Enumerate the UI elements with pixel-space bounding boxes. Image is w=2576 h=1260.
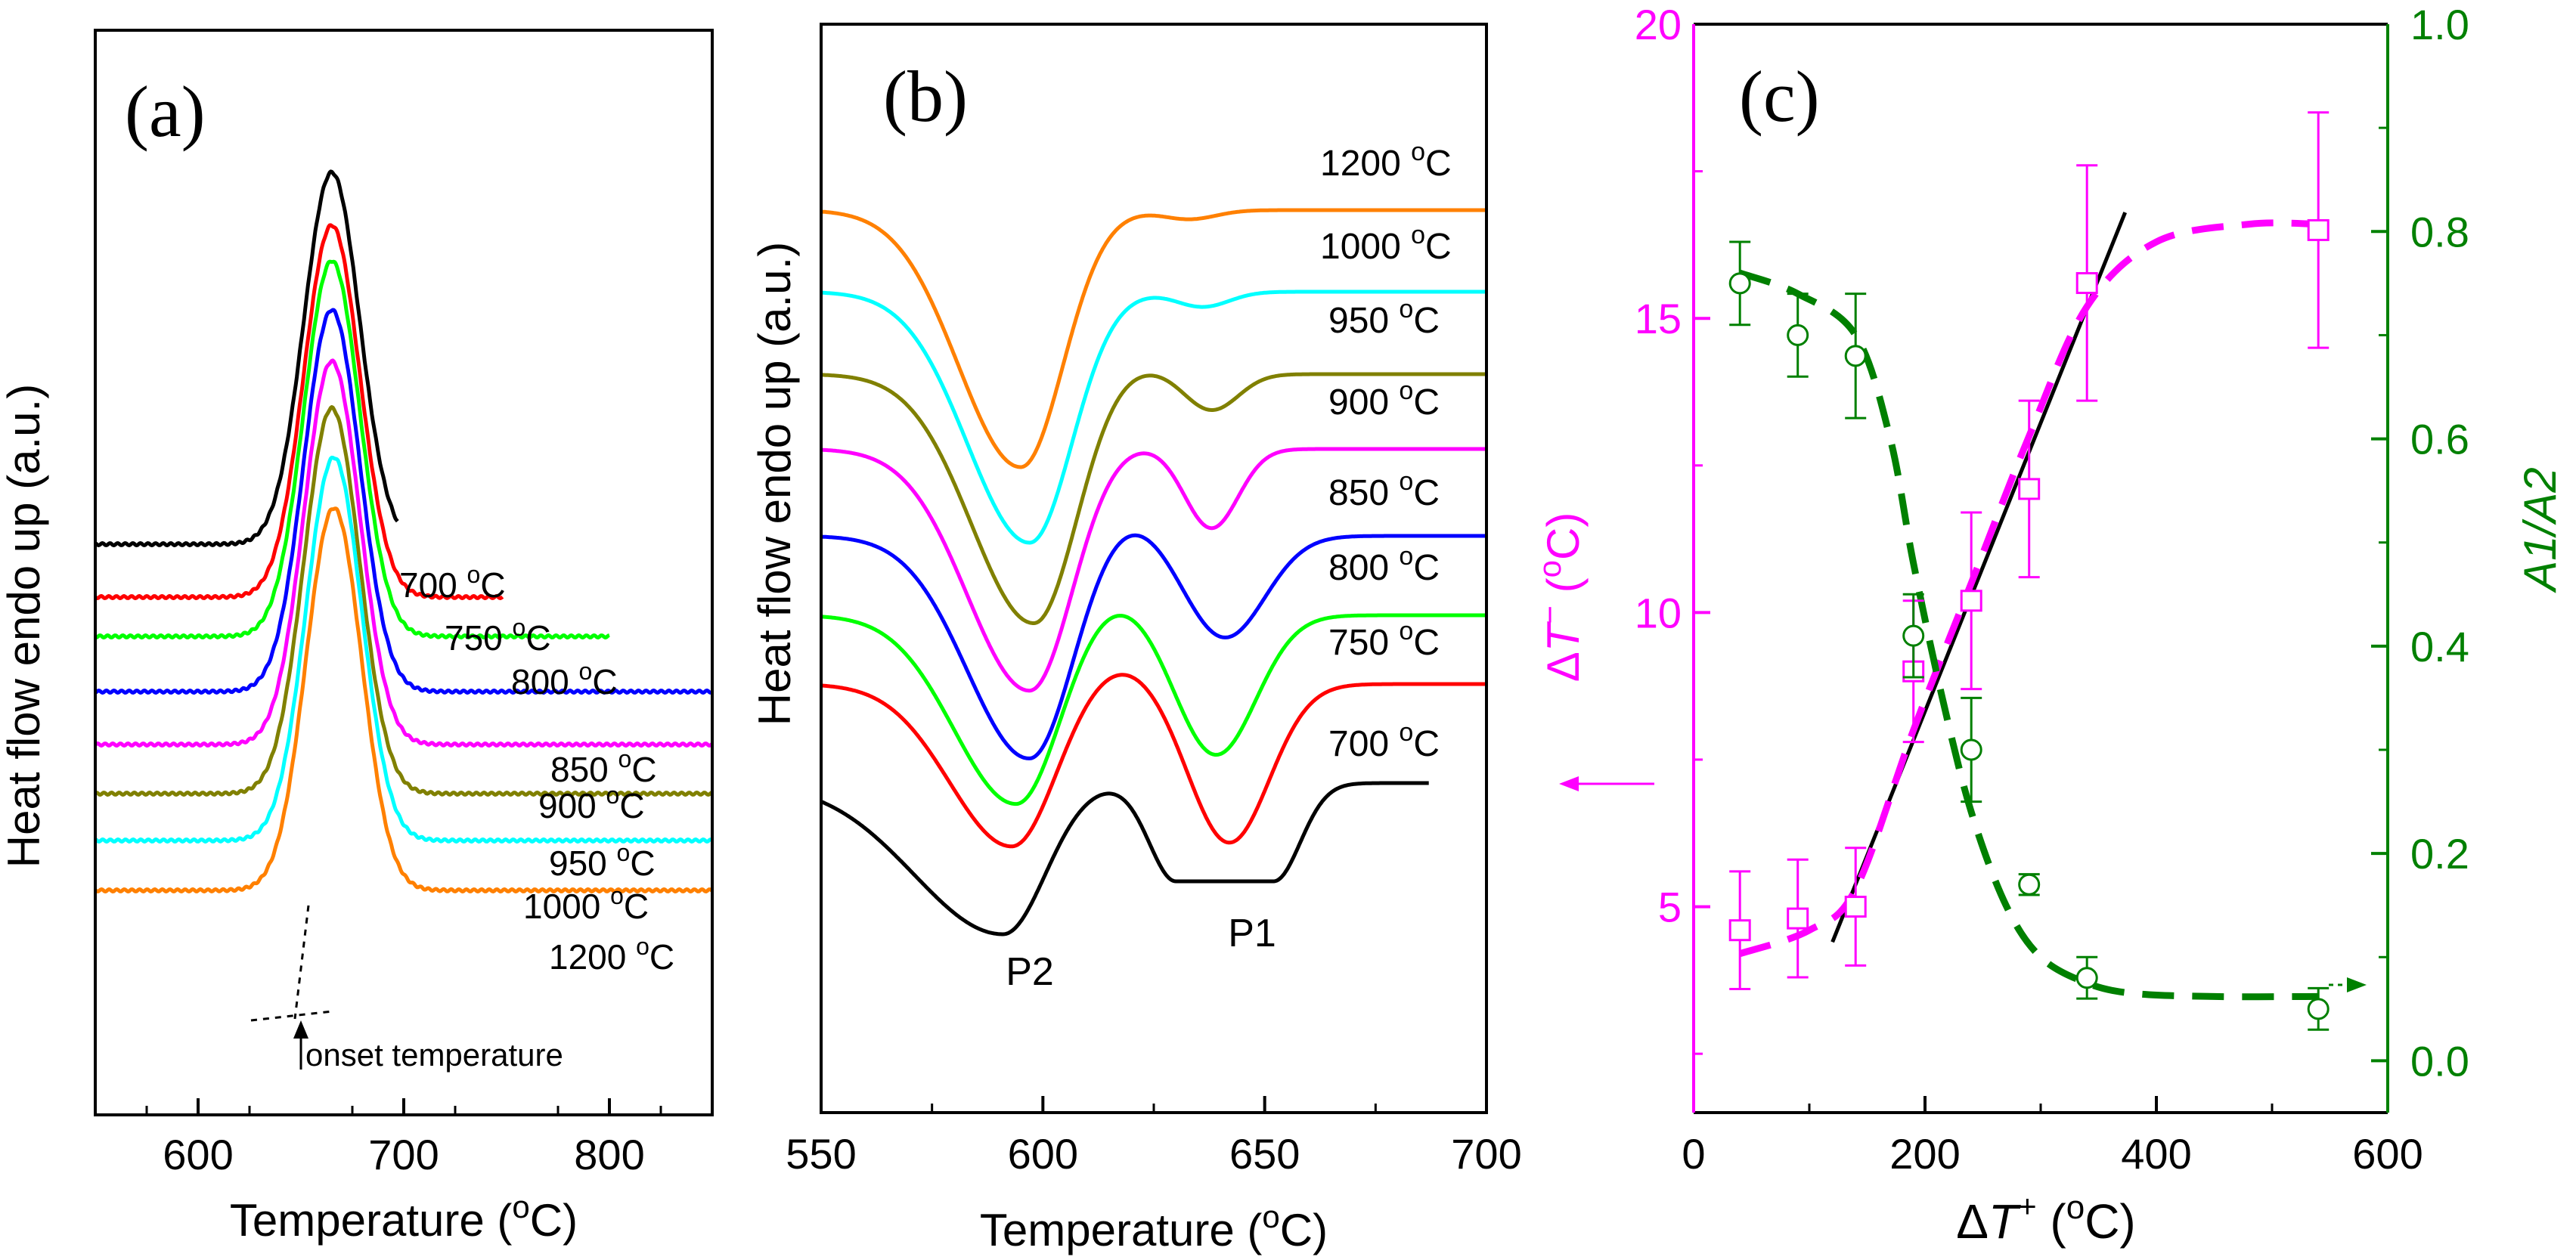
panel-a-xtick-label-0: 600 — [163, 1131, 233, 1178]
panel-b-curve-6 — [820, 613, 1487, 806]
panel-a-curve-label-4: 850 oC — [550, 745, 657, 789]
onset-annotation: onset temperature — [250, 905, 563, 1073]
panel-a-label: (a) — [125, 71, 206, 152]
axis-arrows — [1559, 776, 2367, 992]
panel-b: (b) Heat flow endo up (a.u.) 550 600 650 70… — [749, 23, 1522, 1255]
panel-b-curve-label-7: 750 oC — [1328, 617, 1440, 663]
panel-c-ytick-left-label-1: 10 — [1635, 589, 1682, 636]
panel-a-curve-8 — [94, 506, 714, 893]
panel-a-curve-1 — [94, 169, 399, 547]
panel-b-curves — [820, 208, 1487, 936]
panel-b-xtick-label-0: 550 — [786, 1130, 856, 1178]
onset-baseline-line — [250, 1010, 333, 1022]
panel-a-curve-label-2: 750 oC — [445, 614, 551, 658]
panel-c-a1a2-point-5 — [2018, 873, 2041, 896]
panel-b-curve-labels: 1200 oC 1000 oC 950 oC 900 oC 850 oC 800 oC 75… — [1320, 138, 1452, 764]
panel-c-a1a2-point-3 — [1902, 624, 1925, 647]
panel-b-curve-label-8: 700 oC — [1328, 718, 1440, 764]
panel-b-curve-1 — [820, 208, 1487, 469]
left-axis-arrow-head — [1559, 776, 1579, 791]
peak-label-p2: P2 — [1006, 950, 1054, 994]
panel-b-curve-4 — [820, 447, 1487, 693]
panel-c-ticks: 0 200 400 600 5 10 15 20 0.0 0.2 0.4 0.6 0.8 1.0 — [1635, 1, 2469, 1178]
panel-b-curve-3 — [820, 372, 1487, 625]
panel-c-ytick-right-label-5: 1.0 — [2410, 1, 2469, 48]
panel-a-curve-label-3: 800 oC — [511, 658, 618, 701]
panel-b-xtick-label-1: 600 — [1008, 1130, 1078, 1178]
panel-c-ytick-right-label-0: 0.0 — [2410, 1037, 2469, 1085]
panel-c-a1a2-point-2 — [1844, 345, 1867, 367]
panel-c-ytick-right-label-4: 0.8 — [2410, 208, 2469, 255]
panel-c-ylabel-right: A1/A2 — [2515, 467, 2565, 593]
panel-a-curve-5 — [94, 358, 714, 748]
panel-a-curve-label-8: 1200 oC — [549, 933, 674, 977]
panel-b-xtick-label-2: 650 — [1229, 1130, 1300, 1178]
panel-c-a1a2-point-0 — [1728, 272, 1751, 295]
panel-b-curve-label-2: 1000 oC — [1320, 221, 1452, 267]
panel-a-curve-label-7: 1000 oC — [523, 882, 649, 926]
panel-c-a1a2-point-7 — [2307, 998, 2330, 1020]
panel-a-curve-3 — [94, 259, 611, 639]
panel-c-ylabel-left: ΔT− (oC) — [1532, 512, 1589, 683]
panel-c-delta-t-point-7 — [2307, 218, 2330, 241]
panel-b-label: (b) — [883, 56, 968, 137]
panel-b-xtick-label-3: 700 — [1451, 1130, 1521, 1178]
panel-c-ytick-right-label-3: 0.6 — [2410, 416, 2469, 463]
panel-b-ylabel: Heat flow endo up (a.u.) — [749, 242, 800, 726]
panel-a-frame — [94, 29, 714, 1116]
panel-a-ticks: 600 700 800 — [145, 1098, 662, 1178]
panel-a-curves — [94, 169, 714, 893]
panel-a-curve-7 — [94, 455, 714, 844]
panel-a: (a) Heat flow endo up (a.u.) 600 700 800 7… — [0, 29, 714, 1246]
panel-c-xtick-label-1: 200 — [1889, 1130, 1960, 1178]
panel-c-delta-t-point-2 — [1844, 896, 1867, 918]
panel-c-xtick-label-2: 400 — [2121, 1130, 2191, 1178]
panel-c-xlabel: ΔT+ (oC) — [1956, 1188, 2135, 1249]
panel-a-curve-4 — [94, 308, 714, 695]
right-axis-arrow-head — [2347, 977, 2367, 992]
panel-c-xtick-label-3: 600 — [2352, 1130, 2423, 1178]
panel-c-delta-t-point-4 — [1960, 590, 1982, 612]
panel-b-curve-5 — [820, 533, 1487, 760]
onset-label: onset temperature — [305, 1037, 563, 1073]
panel-a-curve-label-1: 700 oC — [399, 561, 506, 605]
panel-a-ylabel: Heat flow endo up (a.u.) — [0, 384, 49, 868]
panel-b-ticks: 550 600 650 700 — [786, 1096, 1522, 1178]
panel-c-delta-t-point-6 — [2075, 271, 2098, 294]
panel-c-ytick-left-label-2: 15 — [1635, 295, 1682, 342]
panel-c-xtick-label-0: 0 — [1682, 1130, 1705, 1178]
onset-arrow-head — [293, 1020, 308, 1039]
panel-c-ytick-right-label-2: 0.4 — [2410, 623, 2469, 670]
panel-c-ytick-right-label-1: 0.2 — [2410, 830, 2469, 878]
panel-a-xtick-label-1: 700 — [368, 1131, 439, 1178]
panel-c-delta-t-point-1 — [1787, 907, 1809, 930]
panel-a-curve-2 — [94, 223, 504, 600]
panel-c-delta-t-point-0 — [1728, 919, 1751, 942]
panel-b-curve-label-4: 900 oC — [1328, 376, 1440, 423]
panel-a-curve-label-5: 900 oC — [538, 782, 645, 825]
panel-b-curve-8 — [820, 781, 1430, 936]
panel-b-curve-label-5: 850 oC — [1328, 467, 1440, 513]
panel-c-delta-t-point-5 — [2018, 478, 2041, 500]
panel-a-curve-label-6: 950 oC — [549, 839, 656, 883]
panel-b-curve-2 — [820, 289, 1487, 545]
peak-label-p1: P1 — [1228, 912, 1276, 955]
panel-b-curve-label-1: 1200 oC — [1320, 138, 1452, 184]
panel-b-curve-label-3: 950 oC — [1328, 295, 1440, 341]
panel-c-a1a2-point-6 — [2075, 967, 2098, 989]
panel-c-ytick-left-label-0: 5 — [1658, 884, 1682, 931]
panel-b-frame — [820, 23, 1488, 1114]
panel-a-curve-6 — [94, 405, 714, 797]
panel-a-xtick-label-2: 800 — [574, 1131, 644, 1178]
panel-c-a1a2-point-4 — [1960, 738, 1982, 761]
panel-b-curve-label-6: 800 oC — [1328, 542, 1440, 588]
panel-c-ytick-left-label-3: 20 — [1635, 1, 1682, 48]
panel-c-label: (c) — [1739, 56, 1820, 137]
panel-c-a1a2-point-1 — [1787, 324, 1809, 346]
panel-c: (c) 0 200 400 60051015200.00.20.40.60.81.0 … — [1532, 1, 2565, 1249]
panel-b-curve-7 — [820, 673, 1487, 849]
panel-c-points — [1728, 111, 2330, 1031]
